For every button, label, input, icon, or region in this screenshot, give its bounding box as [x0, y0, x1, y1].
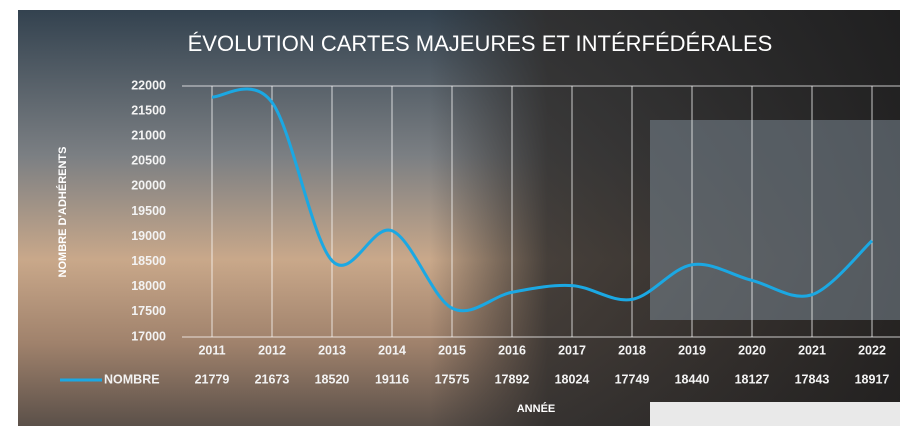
- x-tick-label: 2022: [858, 343, 886, 357]
- y-tick-label: 18500: [131, 254, 166, 268]
- y-tick-label: 19500: [131, 204, 166, 218]
- series-line: [211, 87, 874, 313]
- data-table-value: 18520: [315, 372, 350, 386]
- data-table-value: 17749: [615, 372, 650, 386]
- y-tick-label: 17000: [131, 329, 166, 343]
- x-tick-label: 2021: [798, 343, 826, 357]
- data-table-value: 21673: [255, 372, 290, 386]
- y-tick-label: 21500: [131, 103, 166, 117]
- y-tick-label: 18000: [131, 279, 166, 293]
- x-tick-label: 2015: [438, 343, 466, 357]
- x-tick-label: 2011: [198, 343, 225, 357]
- x-tick-label: 2019: [678, 343, 706, 357]
- background-panel: [650, 402, 900, 426]
- data-table-value: 18440: [675, 372, 710, 386]
- x-tick-label: 2012: [258, 343, 286, 357]
- data-table-value: 18127: [735, 372, 770, 386]
- x-tick-label: 2017: [558, 343, 586, 357]
- x-tick-label: 2016: [498, 343, 526, 357]
- data-table-value: 21779: [195, 372, 230, 386]
- y-tick-label: 20500: [131, 154, 166, 168]
- y-tick-label: 21000: [131, 128, 166, 142]
- y-tick-label: 20000: [131, 179, 166, 193]
- data-table-value: 18917: [855, 372, 890, 386]
- data-table-value: 17843: [795, 372, 830, 386]
- x-tick-label: 2014: [378, 343, 406, 357]
- x-tick-label: 2013: [318, 343, 346, 357]
- y-tick-label: 22000: [131, 78, 166, 92]
- x-tick-label: 2020: [738, 343, 766, 357]
- y-tick-label: 19000: [131, 229, 166, 243]
- data-table-value: 17575: [435, 372, 470, 386]
- x-axis-label: ANNÉE: [517, 402, 556, 415]
- y-tick-label: 17500: [131, 304, 166, 318]
- x-tick-label: 2018: [618, 343, 646, 357]
- data-table-value: 18024: [555, 372, 590, 386]
- legend-label: NOMBRE: [104, 372, 160, 386]
- data-table-value: 19116: [375, 372, 409, 386]
- y-axis-label: NOMBRE D'ADHÉRENTS: [56, 147, 69, 278]
- data-table-value: 17892: [495, 372, 530, 386]
- chart-title: ÉVOLUTION CARTES MAJEURES ET INTÉRFÉDÉRA…: [188, 31, 773, 56]
